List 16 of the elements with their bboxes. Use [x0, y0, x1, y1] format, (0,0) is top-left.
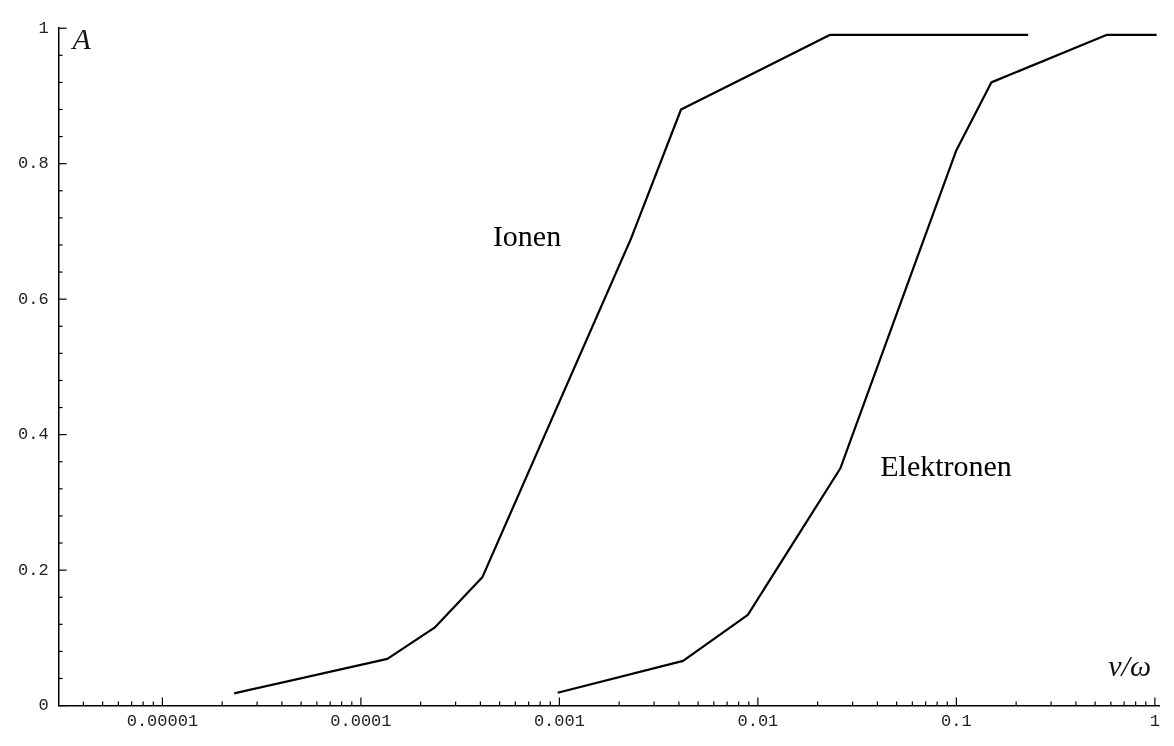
y-tick-label: 0.2	[18, 560, 49, 580]
y-tick-label: 1	[38, 18, 49, 38]
series-label: Ionen	[492, 219, 562, 253]
x-axis-title: ν/ω	[1108, 649, 1152, 683]
x-tick-label: 0.001	[533, 712, 585, 732]
x-tick-label: 1	[1149, 712, 1160, 732]
x-tick-label: 0.1	[941, 712, 972, 732]
x-tick-label: 0.0001	[330, 712, 392, 732]
y-axis-title: A	[70, 22, 92, 56]
y-tick-label: 0	[38, 696, 49, 716]
x-tick-label: 0.01	[737, 712, 779, 732]
x-tick-label: 0.00001	[126, 712, 199, 732]
y-tick-label: 0.6	[18, 289, 49, 309]
y-tick-label: 0.8	[18, 154, 49, 174]
y-tick-label: 0.4	[18, 425, 49, 445]
series-label: Elektronen	[880, 449, 1012, 483]
